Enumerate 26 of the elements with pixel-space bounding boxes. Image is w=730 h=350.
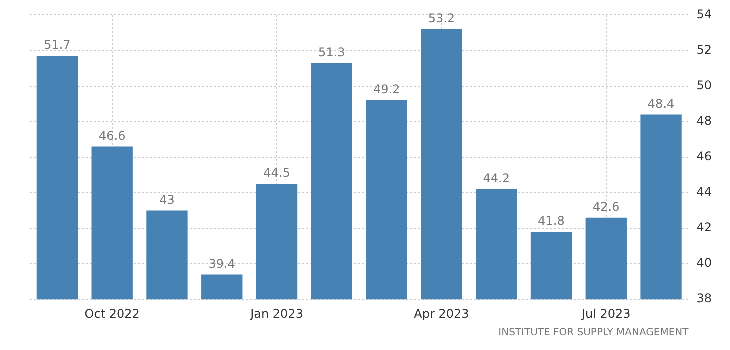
y-tick-label: 40	[696, 256, 712, 270]
y-tick-label: 52	[696, 42, 712, 57]
data-label: 51.7	[44, 38, 71, 52]
data-label: 42.6	[593, 200, 620, 214]
data-label: 39.4	[208, 256, 236, 271]
x-tick-label: Oct 2022	[84, 306, 140, 321]
x-tick-label: Apr 2023	[414, 306, 470, 321]
data-label: 53.2	[428, 12, 456, 26]
y-tick-label: 42	[696, 220, 712, 235]
data-label: 46.6	[98, 128, 126, 143]
data-label: 43	[160, 192, 175, 207]
data-label: 41.8	[538, 214, 565, 228]
text: INSTITUTE FOR SUPPLY MANAGEMENT	[498, 328, 690, 339]
y-tick-label: 38	[696, 292, 712, 306]
y-tick-label: 50	[696, 78, 712, 92]
data-label: 48.4	[648, 96, 675, 111]
y-tick-label: 46	[696, 150, 712, 164]
data-label: 49.2	[373, 82, 400, 97]
x-tick-label: Jan 2023	[250, 306, 304, 321]
data-label: 44.5	[264, 166, 290, 180]
x-tick-label: Jul 2023	[580, 306, 631, 321]
data-label: 44.2	[483, 172, 510, 186]
y-tick-label: 44	[696, 185, 712, 200]
data-label: 51.3	[318, 45, 346, 60]
y-tick-label: 54	[696, 7, 712, 22]
y-tick-label: 48	[696, 114, 712, 128]
